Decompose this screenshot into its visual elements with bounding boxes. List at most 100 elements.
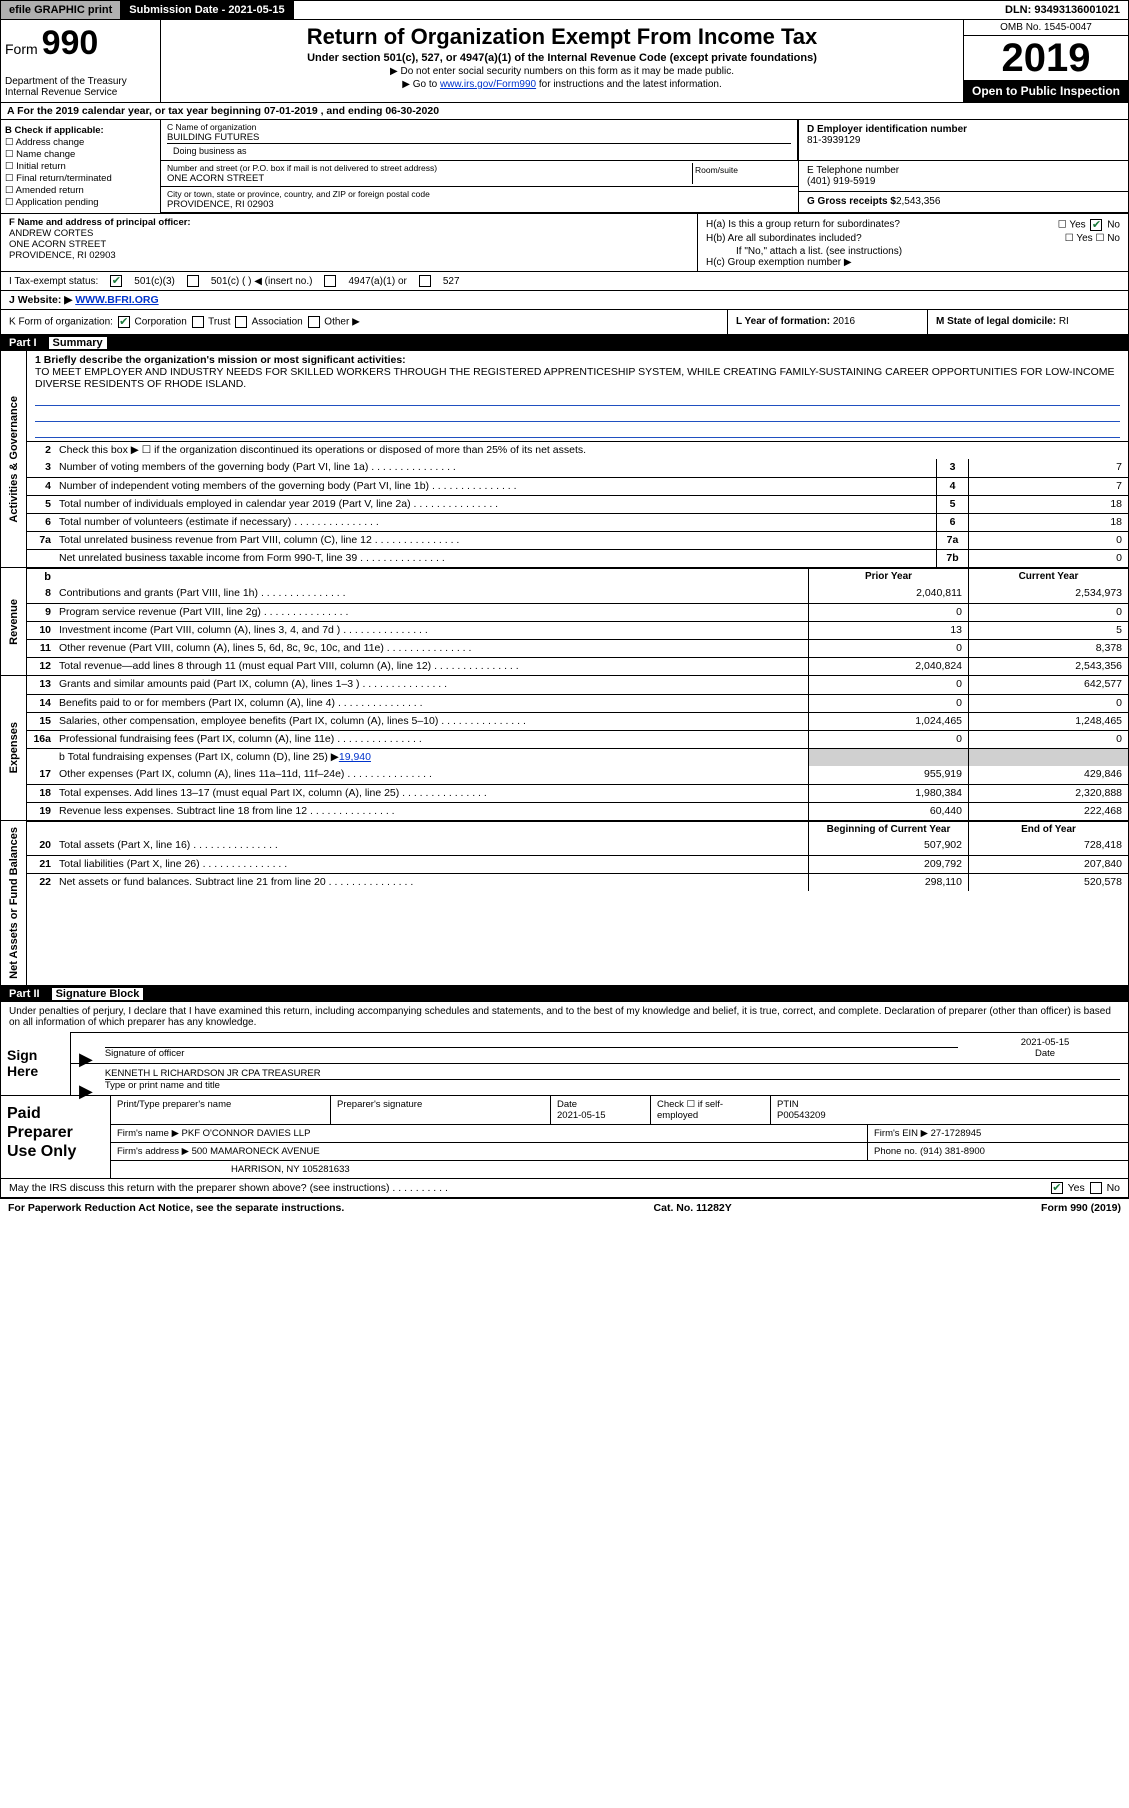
group-return-block: H(a) Is this a group return for subordin… xyxy=(698,214,1128,271)
submission-date: Submission Date - 2021-05-15 xyxy=(121,1,293,19)
line-15-py: 1,024,465 xyxy=(808,713,968,730)
form-header: Form 990 Department of the Treasury Inte… xyxy=(1,20,1128,103)
chk-final-return[interactable]: Final return/terminated xyxy=(5,173,156,184)
line-12-py: 2,040,824 xyxy=(808,658,968,675)
col-b-header: B Check if applicable: xyxy=(5,125,156,136)
street-label: Number and street (or P.O. box if mail i… xyxy=(167,163,692,173)
dln: DLN: 93493136001021 xyxy=(997,1,1128,19)
subtitle-3: ▶ Go to www.irs.gov/Form990 for instruct… xyxy=(169,79,955,90)
part-i-header: Part ISummary xyxy=(1,335,1128,351)
line-17-py: 955,919 xyxy=(808,766,968,784)
chk-application-pending[interactable]: Application pending xyxy=(5,197,156,208)
firm-addr2: HARRISON, NY 105281633 xyxy=(111,1161,1128,1178)
line-4-val: 7 xyxy=(968,478,1128,495)
line-11-cy: 8,378 xyxy=(968,640,1128,657)
line-7a-val: 0 xyxy=(968,532,1128,549)
efile-label: efile GRAPHIC print xyxy=(1,1,121,19)
preparer-date: 2021-05-15 xyxy=(557,1110,644,1121)
line-12-cy: 2,543,356 xyxy=(968,658,1128,675)
city-label: City or town, state or province, country… xyxy=(167,189,792,199)
page-footer: For Paperwork Reduction Act Notice, see … xyxy=(0,1199,1129,1217)
dept-treasury: Department of the Treasury xyxy=(5,76,156,87)
form-number: 990 xyxy=(42,24,99,62)
line-17-cy: 429,846 xyxy=(968,766,1128,784)
chk-corporation xyxy=(118,316,130,328)
org-name-label: C Name of organization xyxy=(167,122,791,132)
line-16a-cy: 0 xyxy=(968,731,1128,748)
topbar: efile GRAPHIC print Submission Date - 20… xyxy=(0,0,1129,20)
chk-name-change[interactable]: Name change xyxy=(5,149,156,160)
chk-address-change[interactable]: Address change xyxy=(5,137,156,148)
phone-label: E Telephone number xyxy=(807,165,1120,176)
line-13-cy: 642,577 xyxy=(968,676,1128,694)
chk-amended[interactable]: Amended return xyxy=(5,185,156,196)
prior-year-hdr: Prior Year xyxy=(808,569,968,585)
open-inspection: Open to Public Inspection xyxy=(964,80,1128,102)
line-8-py: 2,040,811 xyxy=(808,585,968,603)
line-17: Other expenses (Part IX, column (A), lin… xyxy=(55,766,808,784)
irs-link[interactable]: www.irs.gov/Form990 xyxy=(440,79,536,90)
line-11: Other revenue (Part VIII, column (A), li… xyxy=(55,640,808,657)
line-16a-py: 0 xyxy=(808,731,968,748)
line-18: Total expenses. Add lines 13–17 (must eq… xyxy=(55,785,808,802)
state-domicile: M State of legal domicile: RI xyxy=(928,310,1128,334)
line-19-cy: 222,468 xyxy=(968,803,1128,820)
line-21-cy: 207,840 xyxy=(968,856,1128,873)
website-link[interactable]: WWW.BFRI.ORG xyxy=(75,294,158,306)
form-org-row: K Form of organization: Corporation Trus… xyxy=(1,310,728,334)
vlabel-expenses: Expenses xyxy=(1,676,27,820)
line-8: Contributions and grants (Part VIII, lin… xyxy=(55,585,808,603)
ein-value: 81-3939129 xyxy=(807,135,1120,146)
vlabel-net-assets: Net Assets or Fund Balances xyxy=(1,821,27,985)
line-21: Total liabilities (Part X, line 26) xyxy=(55,856,808,873)
end-year-hdr: End of Year xyxy=(968,822,1128,837)
line-5: Total number of individuals employed in … xyxy=(55,496,936,513)
ha-no-check xyxy=(1090,219,1102,231)
line-20: Total assets (Part X, line 16) xyxy=(55,837,808,855)
line-9-py: 0 xyxy=(808,604,968,621)
line-22-py: 298,110 xyxy=(808,874,968,891)
vlabel-activities: Activities & Governance xyxy=(1,351,27,567)
ptin: P00543209 xyxy=(777,1110,1122,1121)
dba-label: Doing business as xyxy=(167,143,791,158)
line-19: Revenue less expenses. Subtract line 18 … xyxy=(55,803,808,820)
line-3: Number of voting members of the governin… xyxy=(55,459,936,477)
line-6-val: 18 xyxy=(968,514,1128,531)
firm-name: PKF O'CONNOR DAVIES LLP xyxy=(182,1128,311,1139)
line-7b-val: 0 xyxy=(968,550,1128,567)
chk-4947 xyxy=(324,275,336,287)
website-row: J Website: ▶ WWW.BFRI.ORG xyxy=(1,291,1128,310)
chk-527 xyxy=(419,275,431,287)
line-13-py: 0 xyxy=(808,676,968,694)
form-word: Form xyxy=(5,41,38,57)
chk-initial-return[interactable]: Initial return xyxy=(5,161,156,172)
declaration-text: Under penalties of perjury, I declare th… xyxy=(1,1002,1128,1032)
preparer-sig-hdr: Preparer's signature xyxy=(331,1096,551,1124)
line-7a: Total unrelated business revenue from Pa… xyxy=(55,532,936,549)
line-5-val: 18 xyxy=(968,496,1128,513)
org-name: BUILDING FUTURES xyxy=(167,132,791,143)
return-title: Return of Organization Exempt From Incom… xyxy=(169,24,955,50)
subtitle-2: ▶ Do not enter social security numbers o… xyxy=(169,66,955,77)
line-10: Investment income (Part VIII, column (A)… xyxy=(55,622,808,639)
paid-preparer-label: Paid Preparer Use Only xyxy=(1,1096,111,1178)
year-formation: L Year of formation: 2016 xyxy=(728,310,928,334)
line-9: Program service revenue (Part VIII, line… xyxy=(55,604,808,621)
self-employed-chk: Check ☐ if self-employed xyxy=(651,1096,771,1124)
row-a-period: A For the 2019 calendar year, or tax yea… xyxy=(1,103,1128,120)
col-b-checkboxes: B Check if applicable: Address change Na… xyxy=(1,120,161,213)
current-year-hdr: Current Year xyxy=(968,569,1128,585)
line-19-py: 60,440 xyxy=(808,803,968,820)
street-value: ONE ACORN STREET xyxy=(167,173,692,184)
irs-label: Internal Revenue Service xyxy=(5,87,156,98)
line-22-cy: 520,578 xyxy=(968,874,1128,891)
sig-label: Signature of officer xyxy=(105,1048,958,1059)
line-11-py: 0 xyxy=(808,640,968,657)
line-7b: Net unrelated business taxable income fr… xyxy=(55,550,936,567)
line-6: Total number of volunteers (estimate if … xyxy=(55,514,936,531)
gross-receipts: G Gross receipts $2,543,356 xyxy=(799,192,1128,211)
line-22: Net assets or fund balances. Subtract li… xyxy=(55,874,808,891)
subtitle-1: Under section 501(c), 527, or 4947(a)(1)… xyxy=(169,52,955,64)
phone-value: (401) 919-5919 xyxy=(807,176,1120,187)
line-16b: b Total fundraising expenses (Part IX, c… xyxy=(55,749,808,766)
